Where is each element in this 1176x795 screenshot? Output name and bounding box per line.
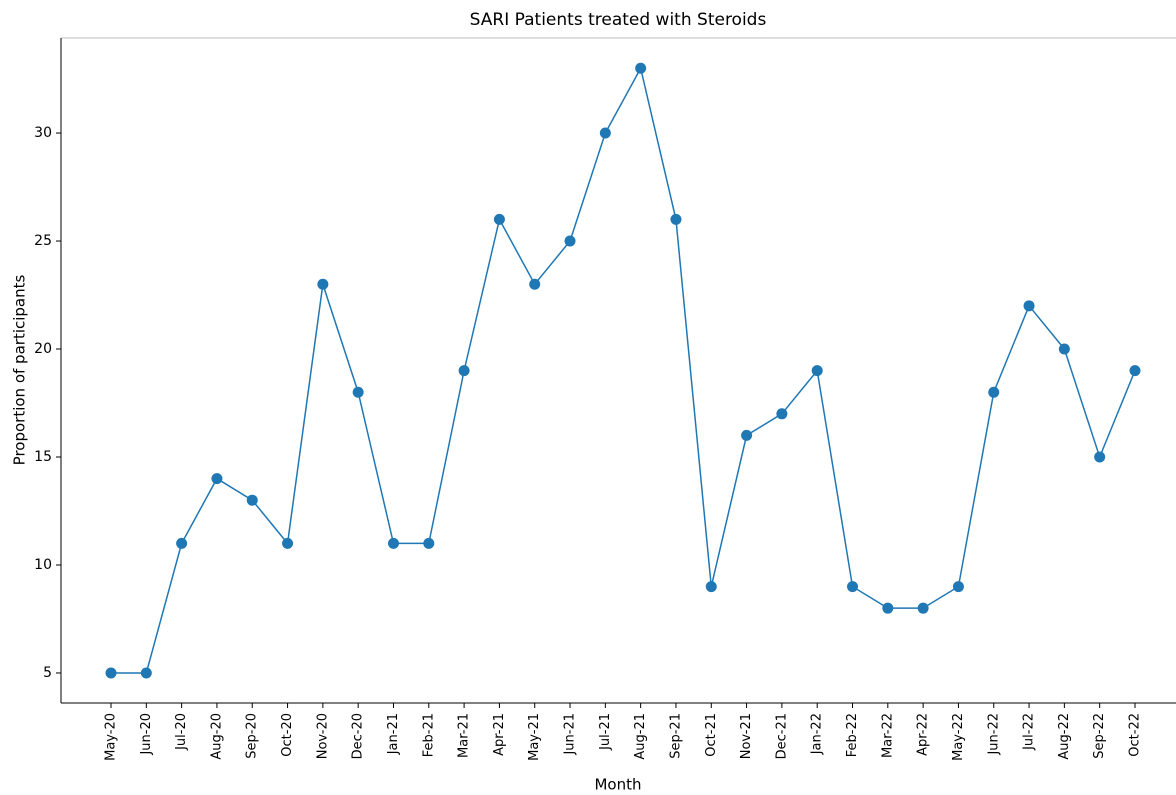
x-tick-label: Sep-22 [1092, 713, 1107, 759]
point [317, 278, 329, 290]
x-tick-label: Dec-20 [351, 713, 366, 759]
x-tick-label: Nov-21 [739, 713, 754, 759]
point [564, 235, 576, 247]
point [140, 667, 152, 679]
point [1129, 365, 1141, 377]
y-tick-label: 25 [34, 233, 52, 249]
point [1023, 300, 1035, 312]
y-axis-label: Proportion of participants [11, 274, 29, 465]
x-tick-label: Jan-22 [810, 713, 825, 755]
x-tick-label: Aug-21 [633, 713, 648, 760]
point [1094, 451, 1106, 463]
x-tick-label: Jul-21 [598, 713, 613, 751]
x-tick-label: Apr-21 [492, 713, 507, 756]
x-tick-label: May-21 [527, 713, 542, 761]
point [882, 602, 894, 614]
point [176, 537, 188, 549]
point [529, 278, 541, 290]
point [282, 537, 294, 549]
point [423, 537, 435, 549]
x-tick-label: Oct-21 [704, 713, 719, 757]
x-tick-label: Dec-21 [774, 713, 789, 759]
x-tick-label: Aug-22 [1057, 713, 1072, 760]
point [352, 386, 364, 398]
point [211, 473, 223, 485]
x-tick-label: Aug-20 [209, 713, 224, 760]
x-tick-label: Jun-21 [563, 713, 578, 756]
point [246, 494, 258, 506]
y-tick-label: 30 [34, 125, 52, 141]
x-tick-label: Mar-21 [457, 713, 472, 758]
x-tick-label: Feb-21 [421, 713, 436, 757]
x-tick-label: Apr-22 [916, 713, 931, 756]
point [917, 602, 929, 614]
x-tick-label: Jan-21 [386, 713, 401, 755]
x-tick-label: Sep-21 [668, 713, 683, 759]
point [1058, 343, 1070, 355]
point [741, 429, 753, 441]
y-tick-label: 20 [34, 341, 52, 357]
y-tick-label: 5 [43, 665, 52, 681]
x-tick-label: Jun-22 [986, 713, 1001, 756]
y-tick-label: 10 [34, 557, 52, 573]
x-tick-label: Jun-20 [139, 713, 154, 756]
point [988, 386, 1000, 398]
x-tick-label: Jul-22 [1022, 713, 1037, 751]
x-tick-label: Mar-22 [880, 713, 895, 758]
point [847, 581, 859, 593]
point [670, 213, 682, 225]
point [776, 408, 788, 420]
point [599, 127, 611, 139]
point [705, 581, 717, 593]
x-tick-label: Nov-20 [315, 713, 330, 759]
point [635, 62, 647, 74]
x-tick-label: Oct-20 [280, 713, 295, 757]
x-tick-label: May-20 [104, 713, 119, 761]
line [111, 66, 1136, 674]
x-tick-label: Feb-22 [845, 713, 860, 757]
x-tick-label: Jul-20 [174, 713, 189, 751]
y-tick-label: 15 [34, 449, 52, 465]
point [952, 581, 964, 593]
point [458, 365, 470, 377]
x-tick-label: Sep-20 [245, 713, 260, 759]
chart-title: SARI Patients treated with Steroids [470, 10, 767, 30]
point [387, 537, 399, 549]
x-axis-label: Month [594, 776, 641, 794]
point [493, 213, 505, 225]
point [105, 667, 117, 679]
x-tick-label: Oct-22 [1127, 713, 1142, 757]
point [811, 365, 823, 377]
x-tick-label: May-22 [951, 713, 966, 761]
